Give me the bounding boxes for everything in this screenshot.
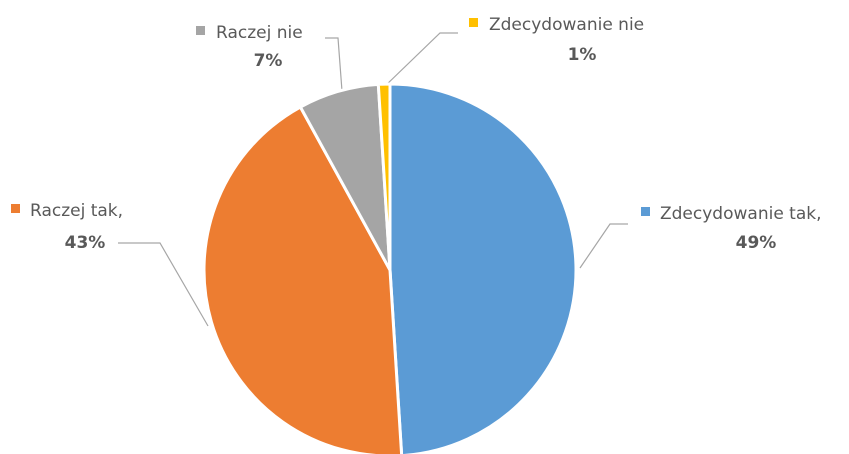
slice-label: Zdecydowanie tak, — [660, 204, 822, 224]
pie-slice — [202, 104, 404, 454]
leader-line — [382, 32, 458, 89]
leader-line — [118, 242, 209, 327]
legend-marker — [469, 18, 478, 27]
leader-line — [325, 37, 343, 92]
pie-slice — [376, 82, 392, 271]
legend-marker — [196, 26, 205, 35]
value-label: 1% — [568, 45, 597, 65]
leader-lines — [118, 32, 628, 327]
slice-label: Zdecydowanie nie — [489, 15, 644, 35]
pie-slice — [388, 82, 578, 454]
slice-label: Raczej tak, — [30, 201, 123, 221]
value-label: 7% — [254, 51, 283, 71]
value-label: 49% — [736, 233, 777, 253]
legend-marker — [641, 207, 650, 216]
leader-line — [579, 223, 628, 269]
slice-label: Raczej nie — [216, 23, 303, 43]
value-label: 43% — [65, 233, 106, 253]
legend-marker — [11, 204, 20, 213]
